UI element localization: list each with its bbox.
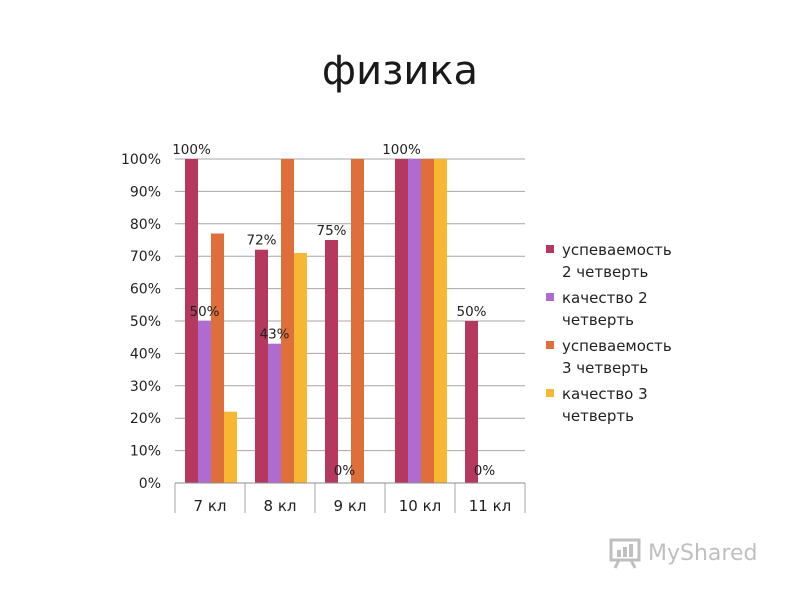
- watermark: MyShared: [608, 536, 757, 570]
- y-tick-label: 30%: [130, 379, 161, 395]
- data-label: 0%: [474, 463, 496, 479]
- legend-label: успеваемость: [562, 241, 672, 259]
- bar: [325, 240, 338, 483]
- y-tick-label: 70%: [130, 249, 161, 265]
- legend-label: четверть: [562, 407, 634, 425]
- bar: [395, 159, 408, 483]
- bar: [198, 321, 211, 483]
- data-label: 0%: [334, 463, 356, 479]
- legend-swatch: [546, 245, 554, 253]
- legend-swatch: [546, 341, 554, 349]
- bar: [294, 252, 307, 483]
- legend-swatch: [546, 293, 554, 301]
- y-tick-label: 60%: [130, 282, 161, 298]
- legend-label: качество 2: [562, 289, 648, 307]
- y-tick-label: 20%: [130, 411, 161, 427]
- x-category-label: 9 кл: [334, 497, 367, 515]
- bar: [185, 159, 198, 483]
- slide-title: физика: [321, 48, 479, 94]
- presentation-board-icon: [609, 538, 641, 569]
- data-label: 50%: [456, 304, 486, 320]
- data-label: 50%: [189, 304, 219, 320]
- x-category-label: 11 кл: [469, 497, 512, 515]
- y-tick-label: 80%: [130, 217, 161, 233]
- x-category-label: 8 кл: [264, 497, 297, 515]
- legend-label: 3 четверть: [562, 359, 648, 377]
- watermark-text: MyShared: [648, 540, 758, 566]
- y-tick-label: 90%: [130, 184, 161, 200]
- y-tick-label: 10%: [130, 444, 161, 460]
- legend-label: четверть: [562, 311, 634, 329]
- bar: [465, 321, 478, 483]
- bar: [281, 159, 294, 483]
- data-label: 72%: [246, 233, 276, 249]
- legend-label: 2 четверть: [562, 263, 648, 281]
- y-tick-label: 100%: [121, 152, 161, 168]
- bar: [255, 249, 268, 483]
- bar: [268, 343, 281, 483]
- y-tick-label: 50%: [130, 314, 161, 330]
- bar: [434, 159, 447, 483]
- bar: [421, 159, 434, 483]
- legend-label: качество 3: [562, 385, 648, 403]
- x-category-label: 7 кл: [194, 497, 227, 515]
- data-label: 100%: [172, 142, 211, 158]
- data-label: 75%: [316, 223, 346, 239]
- data-label: 100%: [382, 142, 421, 158]
- y-tick-label: 0%: [139, 476, 161, 492]
- x-category-label: 10 кл: [399, 497, 442, 515]
- bar: [224, 411, 237, 483]
- legend-label: успеваемость: [562, 337, 672, 355]
- y-tick-label: 40%: [130, 346, 161, 362]
- bar: [408, 159, 421, 483]
- legend-swatch: [546, 389, 554, 397]
- bar: [211, 233, 224, 483]
- data-label: 43%: [259, 327, 289, 343]
- bar: [351, 159, 364, 483]
